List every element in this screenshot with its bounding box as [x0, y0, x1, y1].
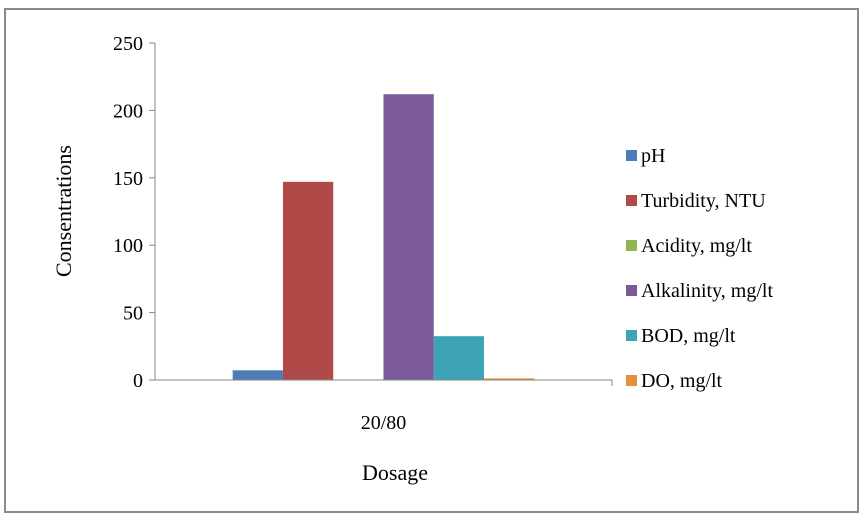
y-axis-title: Consentrations	[51, 145, 76, 277]
legend-swatch	[626, 285, 637, 296]
y-tick-label: 50	[123, 303, 143, 325]
y-tick-label: 150	[113, 168, 143, 190]
legend-label: Turbidity, NTU	[641, 190, 766, 212]
y-axis: 0 50 100 150 200 250	[113, 33, 156, 392]
legend-label: BOD, mg/lt	[641, 325, 736, 347]
bar-bod-mg-lt	[433, 336, 485, 380]
y-tick-label: 100	[113, 235, 143, 257]
bar-alkalinity-mg-lt	[383, 94, 434, 380]
x-axis-title: Dosage	[362, 460, 428, 485]
bar-ph	[232, 370, 283, 380]
legend-label: Acidity, mg/lt	[641, 235, 752, 257]
legend-label: Alkalinity, mg/lt	[641, 280, 773, 302]
legend-label: DO, mg/lt	[641, 370, 723, 392]
bars	[232, 94, 535, 380]
legend-label: pH	[641, 145, 665, 167]
bar-turbidity-ntu	[282, 181, 334, 380]
bar-do-mg-lt	[484, 378, 535, 380]
legend-swatch	[626, 330, 637, 341]
y-tick-label: 200	[113, 100, 143, 122]
legend-swatch	[626, 195, 637, 206]
legend: pH Turbidity, NTU Acidity, mg/lt Alkalinity…	[626, 145, 773, 392]
legend-swatch	[626, 240, 637, 251]
y-tick-label: 250	[113, 33, 143, 55]
legend-swatch	[626, 150, 637, 161]
y-tick-label: 0	[133, 370, 143, 392]
x-tick-label: 20/80	[361, 412, 407, 434]
x-axis: 20/80	[155, 379, 613, 434]
legend-swatch	[626, 375, 637, 386]
